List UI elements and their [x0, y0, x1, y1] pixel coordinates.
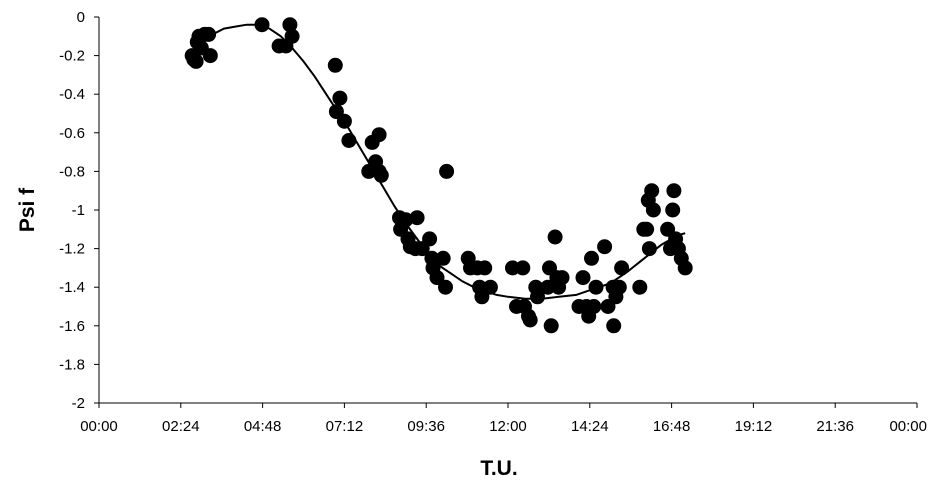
y-tick-label: -0.6: [59, 125, 85, 142]
data-point: [515, 260, 531, 276]
data-point: [409, 210, 425, 226]
data-point: [606, 318, 622, 334]
x-tick-label: 02:24: [162, 418, 200, 435]
x-tick-label: 19:12: [735, 418, 773, 435]
data-point: [474, 289, 490, 305]
data-point: [201, 26, 217, 42]
data-point: [429, 270, 445, 286]
data-point: [575, 270, 591, 286]
data-point: [522, 312, 538, 328]
data-point: [439, 163, 455, 179]
data-point: [336, 113, 352, 129]
data-point: [327, 57, 343, 73]
y-axis-title: Psi f: [16, 187, 39, 232]
data-point: [371, 127, 387, 143]
data-point: [477, 260, 493, 276]
y-tick-label: -1.4: [59, 279, 85, 296]
data-point: [282, 17, 298, 33]
data-point: [482, 279, 498, 295]
y-tick-label: -0.2: [59, 48, 85, 65]
data-point: [554, 270, 570, 286]
x-tick-label: 04:48: [244, 418, 282, 435]
y-tick-label: -0.4: [59, 86, 85, 103]
data-point: [543, 318, 559, 334]
data-point: [632, 279, 648, 295]
data-point: [586, 299, 602, 314]
data-point: [584, 250, 599, 266]
data-point: [332, 90, 348, 106]
x-tick-label: 00:00: [80, 418, 118, 435]
data-point: [611, 279, 627, 295]
x-tick-label: 00:00: [889, 418, 927, 435]
data-point: [530, 289, 545, 305]
y-tick-label: -1.2: [59, 241, 85, 258]
data-point: [597, 239, 613, 255]
data-point: [435, 250, 451, 266]
x-axis-title: T.U.: [480, 457, 517, 480]
x-tick-label: 21:36: [816, 418, 854, 435]
data-point: [588, 279, 604, 295]
data-point: [188, 53, 204, 69]
x-tick-label: 12:00: [489, 418, 527, 435]
x-tick-label: 07:12: [326, 418, 364, 435]
y-tick-label: 0: [77, 9, 85, 26]
y-tick-label: -1: [72, 202, 85, 219]
data-point: [665, 202, 681, 218]
data-point: [540, 279, 556, 295]
data-point: [547, 229, 563, 245]
data-point: [666, 183, 682, 199]
data-point: [614, 260, 630, 276]
y-tick-label: -1.8: [59, 356, 85, 373]
x-tick-label: 16:48: [653, 418, 691, 435]
data-point: [644, 183, 660, 199]
data-point: [202, 48, 218, 64]
data-point: [505, 260, 520, 276]
data-point: [284, 28, 300, 44]
data-points-layer: [184, 17, 693, 334]
data-point: [639, 221, 655, 237]
x-tick-label: 14:24: [571, 418, 609, 435]
data-point: [677, 260, 693, 276]
data-point: [341, 133, 357, 148]
data-point: [254, 17, 270, 33]
y-tick-label: -0.8: [59, 163, 85, 180]
data-point: [438, 279, 453, 295]
data-point: [422, 231, 438, 247]
y-tick-label: -1.6: [59, 318, 85, 335]
data-point: [641, 241, 657, 257]
data-point: [398, 212, 414, 228]
y-tick-label: -2: [72, 395, 85, 412]
data-point: [373, 167, 389, 183]
x-tick-label: 09:36: [407, 418, 445, 435]
data-point: [645, 202, 661, 218]
axes-layer: 0 -0.2 -0.4 -0.6 -0.8 -1 -1.2 -1.4 -1.6 -1.8 -2 00:…: [59, 9, 927, 435]
